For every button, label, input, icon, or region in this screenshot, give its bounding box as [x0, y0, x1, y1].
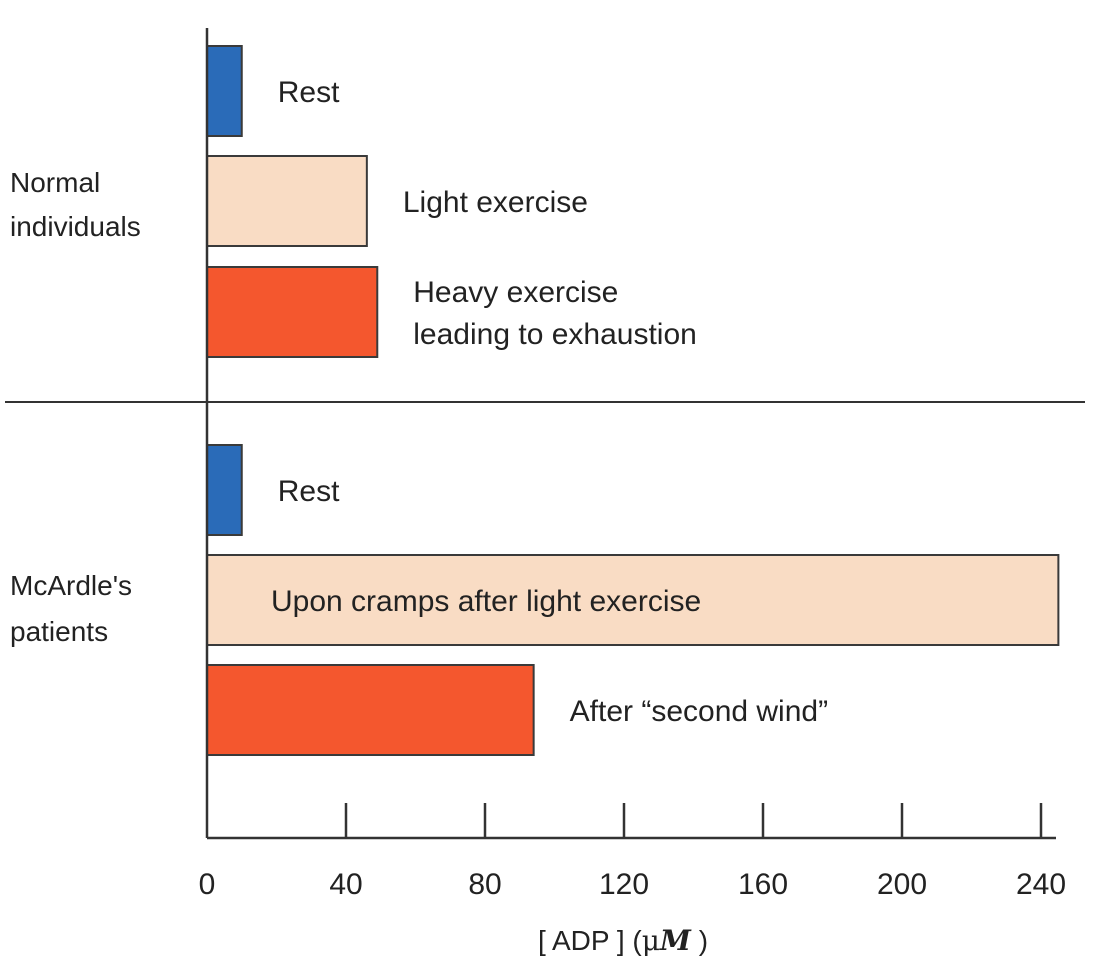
- x-axis-title-mu: μ: [642, 924, 660, 957]
- group-label-line: individuals: [10, 211, 141, 242]
- bar: [206, 45, 243, 137]
- bar-label: Heavy exercise leading to exhaustion: [413, 276, 697, 351]
- bar-label: Rest: [278, 76, 340, 109]
- bar-label-line: Rest: [278, 475, 340, 508]
- bar-label: Upon cramps after light exercise: [271, 585, 701, 618]
- x-tick-label: 0: [199, 868, 216, 901]
- axis-layer: [5, 28, 1085, 840]
- bar: [206, 664, 535, 756]
- bar-label-line: Upon cramps after light exercise: [271, 585, 701, 618]
- labels-layer: Normal individuals Rest Light exercise Heavy…: [10, 76, 828, 728]
- bar-label-line: Rest: [278, 76, 340, 109]
- bar-label: Light exercise: [403, 186, 588, 219]
- ticks-layer: 0 40 80 120 160 200 240: [199, 803, 1066, 901]
- x-tick-label: 160: [738, 868, 788, 901]
- bar: [206, 444, 243, 536]
- bar: [206, 554, 1060, 646]
- x-axis-title-part-4: ): [691, 925, 708, 956]
- bar-label: After “second wind”: [570, 695, 828, 728]
- group-label-line: McArdle's: [10, 570, 132, 601]
- bar-label-line: Light exercise: [403, 186, 588, 219]
- bar-label: Rest: [278, 475, 340, 508]
- bar-label-line: leading to exhaustion: [413, 318, 697, 351]
- x-axis-title: [ ADP ] (μM ): [538, 924, 708, 957]
- bar-label-line: Heavy exercise: [413, 276, 618, 309]
- group-label: McArdle's patients: [10, 570, 132, 647]
- x-tick-label: 200: [877, 868, 927, 901]
- bars-layer: [206, 45, 1060, 756]
- bar: [206, 155, 368, 247]
- x-tick-label: 120: [599, 868, 649, 901]
- x-tick-label: 40: [329, 868, 362, 901]
- group-label: Normal individuals: [10, 167, 141, 242]
- x-tick-label: 240: [1016, 868, 1066, 901]
- x-axis-title-part-1: [ ADP ] (: [538, 925, 642, 956]
- bar-label-line: After “second wind”: [570, 695, 828, 728]
- bar: [206, 266, 379, 358]
- group-label-line: patients: [10, 616, 108, 647]
- x-axis-title-unit: M: [659, 924, 692, 957]
- group-label-line: Normal: [10, 167, 100, 198]
- x-tick-label: 80: [468, 868, 501, 901]
